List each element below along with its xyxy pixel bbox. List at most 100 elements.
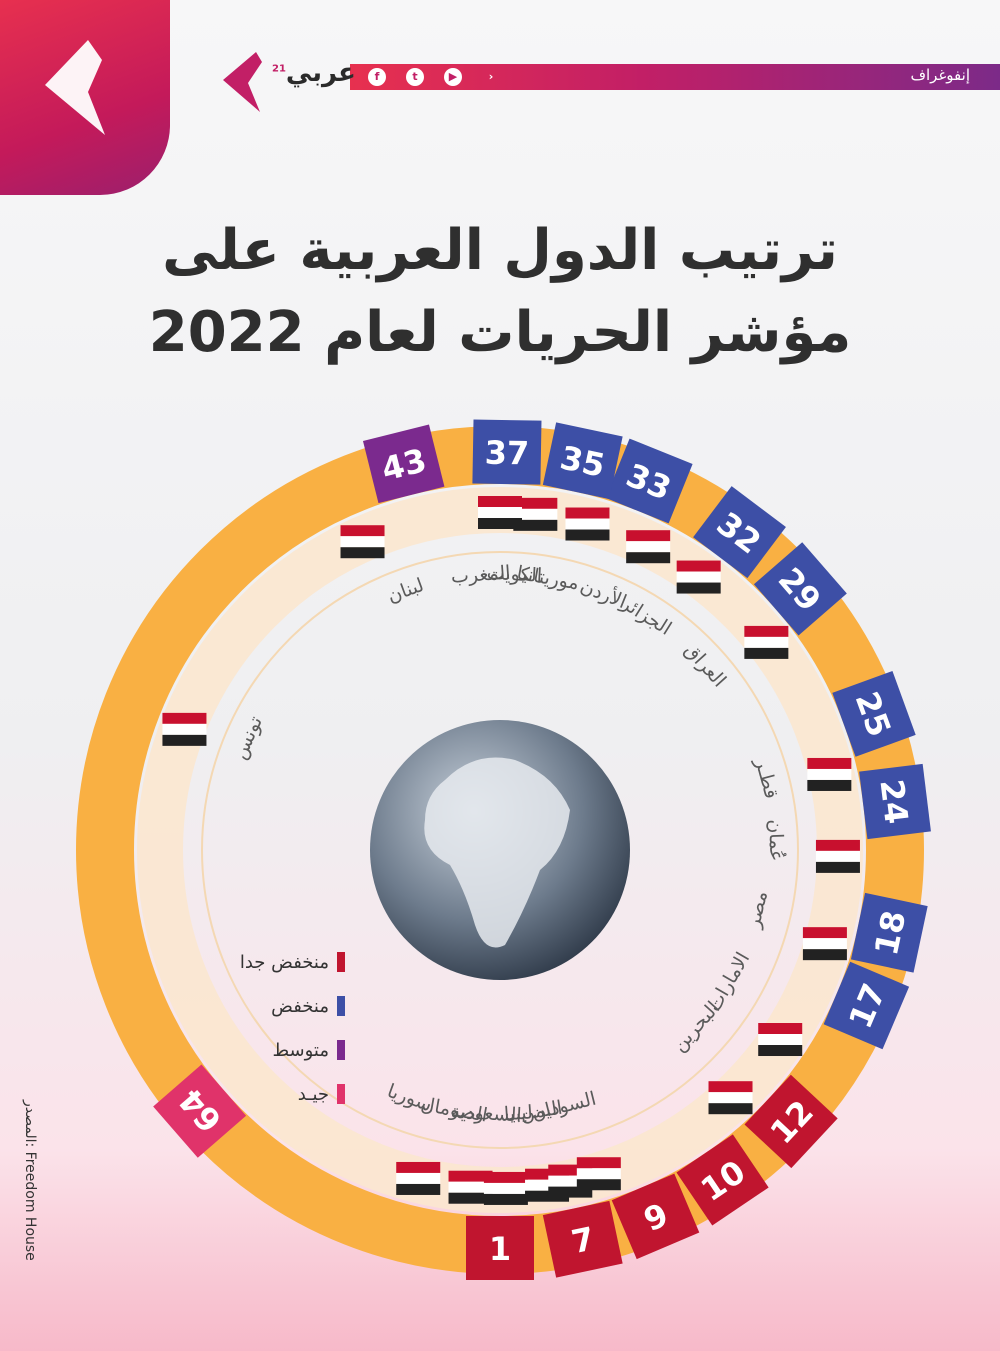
legend-item: متوسط: [225, 1028, 345, 1072]
flag-stripe: [576, 1168, 621, 1180]
flag-icon: [513, 497, 558, 531]
flag-icon: [548, 1164, 593, 1198]
country-label: لبنان: [384, 574, 426, 607]
score-badge-box: [850, 892, 928, 973]
flag-icon: [807, 757, 852, 791]
flag-stripe: [340, 536, 385, 548]
legend-label: منخفض جدا: [239, 951, 329, 973]
flag-stripe: [576, 1157, 621, 1169]
score-badge-value: 37: [484, 434, 529, 473]
score-badge: 9: [611, 1173, 700, 1260]
score-badge: 37: [472, 419, 542, 485]
flag-stripe: [744, 625, 789, 637]
legend-item: جيـد: [225, 1072, 345, 1116]
flag-stripe: [162, 734, 207, 746]
flag-stripe: [396, 1161, 441, 1173]
flag-stripe: [483, 1193, 528, 1205]
brand-name: 21عربي: [272, 58, 356, 88]
score-badge-box: [753, 542, 847, 636]
score-badge: 7: [542, 1200, 623, 1278]
flag-stripe: [815, 850, 860, 862]
flag-icon: [626, 530, 671, 564]
score-badge-value: 35: [557, 438, 608, 484]
score-badge: 10: [676, 1134, 769, 1226]
score-badge: 24: [859, 763, 931, 840]
score-badge: 25: [832, 670, 916, 757]
legend-swatch: [337, 1084, 345, 1104]
facebook-icon[interactable]: f: [368, 68, 386, 86]
flag-stripe: [478, 496, 522, 507]
score-badge-value: 18: [867, 907, 913, 958]
flag-icon: [478, 496, 522, 529]
flag-stripe: [565, 518, 610, 530]
flag-stripe: [448, 1192, 493, 1204]
country-label: الكويت: [486, 562, 542, 587]
score-badge-box: [744, 1074, 838, 1169]
flag-icon: [565, 507, 610, 541]
africa-shape: [424, 757, 570, 948]
flag-stripe: [758, 1034, 803, 1046]
flag-stripe: [802, 949, 847, 961]
country-label: ليبيا: [503, 1101, 533, 1125]
country-label: تونس: [229, 713, 267, 763]
flag-stripe: [626, 530, 671, 542]
legend-swatch: [337, 1040, 345, 1060]
flag-stripe: [807, 779, 852, 791]
flag-stripe: [708, 1081, 753, 1093]
flag-stripe: [807, 757, 852, 769]
arabi21-icon[interactable]: ›: [488, 70, 494, 83]
flag-stripe: [815, 839, 860, 851]
flag-stripe: [548, 1186, 593, 1198]
flag-stripe: [676, 582, 721, 594]
flag-stripe: [513, 519, 558, 531]
flag-stripe: [483, 1171, 528, 1183]
score-badge: 18: [850, 892, 928, 973]
country-label: الامارات: [703, 949, 754, 1016]
flag-icon: [448, 1170, 493, 1204]
source-note: المصدر: Freedom House: [22, 1100, 38, 1261]
twitter-icon[interactable]: t: [406, 68, 424, 86]
flag-stripe: [626, 552, 671, 564]
score-badge: 17: [823, 961, 910, 1050]
flag-stripe: [548, 1175, 593, 1187]
flag-stripe: [340, 547, 385, 559]
score-badge-box: [542, 422, 623, 500]
header-bar: f t ▶ › إنفوغراف: [350, 64, 1000, 90]
country-label: مصر: [742, 889, 772, 931]
flag-stripe: [758, 1045, 803, 1057]
flag-icon: [758, 1023, 803, 1057]
score-badge-box: [611, 1173, 700, 1260]
flag-icon: [340, 525, 385, 559]
flag-stripe: [626, 541, 671, 553]
flag-stripe: [565, 507, 610, 519]
flag-icon: [525, 1168, 570, 1202]
score-badge: 12: [744, 1074, 838, 1169]
score-badge-box: [693, 486, 786, 579]
flag-stripe: [815, 861, 860, 873]
youtube-icon[interactable]: ▶: [444, 68, 462, 86]
score-badge-box: [676, 1134, 769, 1226]
score-badge-box: [859, 763, 931, 840]
legend: منخفض جدا منخفض متوسط جيـد: [225, 940, 345, 1116]
score-badge-box: [605, 438, 693, 524]
flag-stripe: [802, 938, 847, 950]
score-badge-box: [542, 1200, 623, 1278]
flag-stripe: [483, 1182, 528, 1194]
flag-stripe: [478, 518, 522, 529]
flag-stripe: [758, 1023, 803, 1035]
flag-stripe: [744, 636, 789, 648]
inner-ring-line: [201, 551, 799, 1149]
legend-swatch: [337, 996, 345, 1016]
flag-icon: [744, 625, 789, 659]
flag-stripe: [162, 712, 207, 724]
score-badge-box: [472, 419, 542, 485]
section-label: إنفوغراف: [910, 66, 970, 84]
score-badge-value: 1: [489, 1230, 511, 1268]
legend-label: جيـد: [297, 1083, 329, 1105]
legend-item: منخفض: [225, 984, 345, 1028]
score-badge-box: [832, 670, 916, 757]
flag-stripe: [565, 529, 610, 541]
flag-stripe: [708, 1103, 753, 1115]
